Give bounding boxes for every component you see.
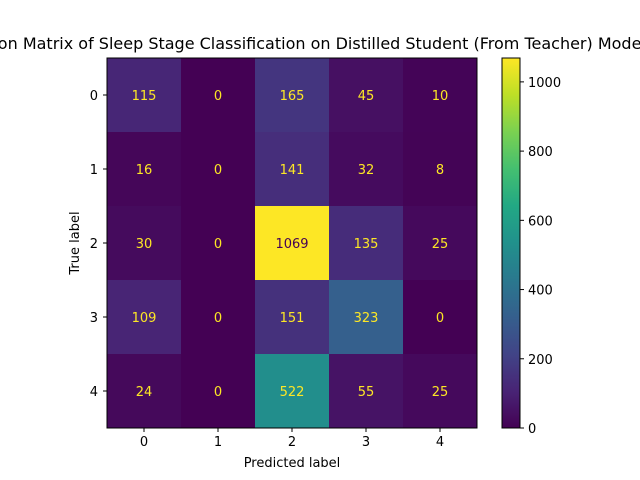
heatmap-cell [329, 354, 404, 429]
colorbar-tick-label: 0 [528, 422, 536, 437]
cell-value: 135 [354, 237, 379, 252]
cell-value: 115 [132, 89, 157, 104]
cell-value: 1069 [275, 237, 308, 252]
heatmap-cell [255, 354, 330, 429]
heatmap-cell [329, 206, 404, 281]
cell-value: 0 [214, 89, 222, 104]
x-axis-ticks: 0 1 2 3 4 [140, 428, 444, 450]
cell-value: 25 [432, 385, 449, 400]
cell-value: 522 [280, 385, 305, 400]
colorbar-tick-label: 200 [528, 353, 553, 368]
cell-value: 109 [132, 311, 157, 326]
cell-value: 8 [436, 163, 444, 178]
cell-value: 45 [358, 89, 375, 104]
cell-value: 30 [136, 237, 153, 252]
cell-value: 55 [358, 385, 375, 400]
heatmap-cell [329, 280, 404, 355]
cell-value: 32 [358, 163, 375, 178]
heatmap-cell [255, 206, 330, 281]
y-tick-label: 2 [90, 237, 98, 252]
heatmap-cell [329, 58, 404, 133]
heatmap-cell [107, 132, 182, 207]
colorbar-ticks: 0 200 400 600 800 1000 [520, 76, 561, 437]
heatmap-cell [181, 354, 256, 429]
cell-value: 141 [280, 163, 305, 178]
heatmap-cell [107, 280, 182, 355]
cell-value: 323 [354, 311, 379, 326]
cell-value: 0 [214, 237, 222, 252]
heatmap-cell [107, 354, 182, 429]
y-tick-label: 3 [90, 311, 98, 326]
cell-value: 24 [136, 385, 153, 400]
heatmap-cell [255, 280, 330, 355]
cell-value: 0 [436, 311, 444, 326]
cell-value: 10 [432, 89, 449, 104]
cell-value: 0 [214, 311, 222, 326]
colorbar-tick-label: 1000 [528, 76, 561, 91]
y-axis-label: True label [68, 211, 83, 275]
x-tick-label: 1 [214, 435, 222, 450]
heatmap-cell [107, 58, 182, 133]
y-tick-label: 4 [90, 385, 98, 400]
heatmap-cell [181, 206, 256, 281]
chart-title: Confusion Matrix of Sleep Stage Classifi… [0, 34, 640, 53]
cell-value: 0 [214, 163, 222, 178]
y-axis-ticks: 0 1 2 3 4 [90, 89, 107, 400]
heatmap-cell [403, 206, 478, 281]
cell-annotations: 115 0 165 45 10 16 0 141 32 8 30 0 1069 135 25 109 0 151 3… [132, 89, 449, 400]
x-axis-label: Predicted label [244, 456, 341, 471]
heatmap-cell [107, 206, 182, 281]
colorbar-tick-label: 600 [528, 214, 553, 229]
x-tick-label: 3 [362, 435, 370, 450]
x-tick-label: 4 [436, 435, 444, 450]
y-tick-label: 1 [90, 163, 98, 178]
heatmap-cell [329, 132, 404, 207]
heatmap-cells [107, 58, 478, 429]
y-tick-label: 0 [90, 89, 98, 104]
x-tick-label: 0 [140, 435, 148, 450]
heatmap-cell [403, 354, 478, 429]
x-tick-label: 2 [288, 435, 296, 450]
cell-value: 25 [432, 237, 449, 252]
cell-value: 0 [214, 385, 222, 400]
heatmap-cell [403, 280, 478, 355]
cell-value: 151 [280, 311, 305, 326]
cell-value: 16 [136, 163, 153, 178]
heatmap-cell [255, 58, 330, 133]
heatmap-cell [181, 58, 256, 133]
cell-value: 165 [280, 89, 305, 104]
heatmap-cell [403, 58, 478, 133]
heatmap-cell [181, 132, 256, 207]
colorbar-tick-label: 400 [528, 284, 553, 299]
heatmap-cell [403, 132, 478, 207]
heatmap-cell [181, 280, 256, 355]
colorbar [501, 57, 521, 429]
colorbar-tick-label: 800 [528, 145, 553, 160]
heatmap-cell [255, 132, 330, 207]
